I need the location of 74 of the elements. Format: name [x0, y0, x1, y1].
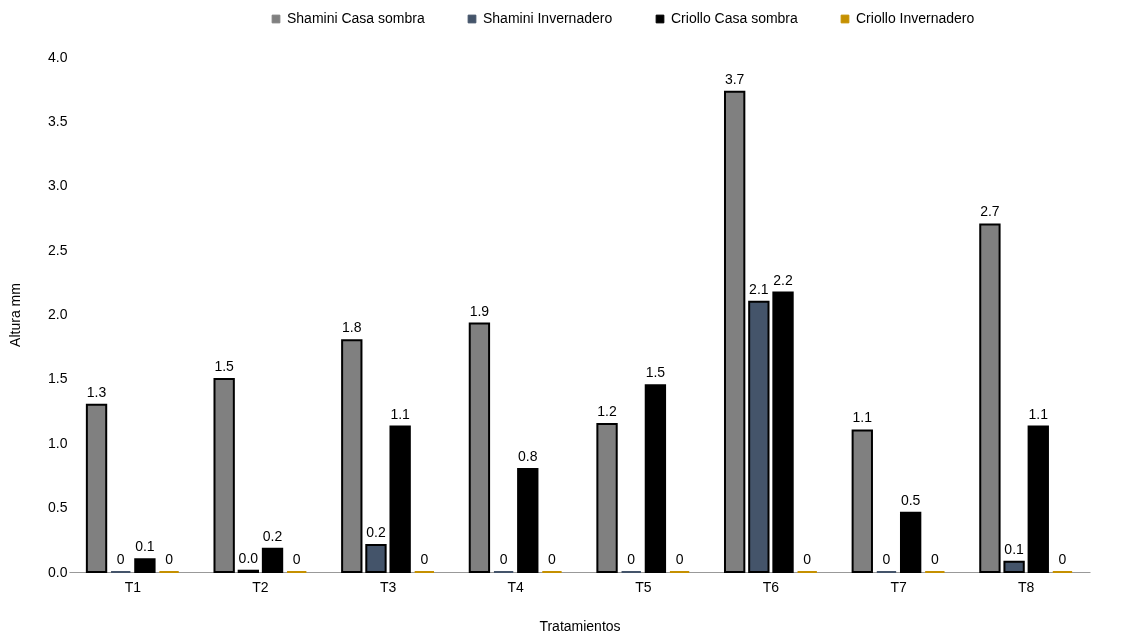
- data-label: 2.7: [980, 203, 1000, 220]
- bar: [979, 223, 1001, 573]
- data-label: 0.2: [262, 527, 283, 544]
- bar: [134, 558, 156, 573]
- data-label: 0.1: [135, 538, 155, 555]
- data-label: 0: [882, 551, 891, 567]
- data-label: 1.1: [852, 409, 873, 426]
- y-tick-label: 4.0: [48, 48, 68, 65]
- bar: [261, 547, 284, 573]
- data-label: 2.1: [749, 280, 769, 297]
- legend-label: Criollo Invernadero: [856, 10, 975, 26]
- bar: [899, 511, 922, 573]
- data-label: 1.3: [86, 383, 107, 400]
- bar: [389, 425, 411, 573]
- x-tick-label: T3: [379, 578, 397, 595]
- bar: [1027, 425, 1049, 573]
- x-tick-label: T8: [1018, 578, 1035, 595]
- data-label: 1.1: [390, 405, 411, 422]
- data-label: 2.2: [773, 271, 793, 288]
- data-label: 0: [292, 551, 301, 567]
- legend-label: Shamini Invernadero: [483, 10, 613, 26]
- data-label: 0: [548, 551, 557, 567]
- data-label: 1.9: [469, 302, 490, 319]
- data-label: 0: [420, 551, 429, 567]
- data-label: 0.8: [518, 448, 538, 464]
- data-label: 1.5: [214, 357, 235, 374]
- x-axis-title: Tratamientos: [539, 617, 621, 634]
- data-label: 1.2: [597, 402, 617, 419]
- bar: [772, 291, 794, 573]
- bar: [468, 322, 491, 573]
- data-label: 0: [930, 551, 939, 567]
- y-tick-label: 2.0: [48, 306, 68, 322]
- x-tick-label: T4: [507, 578, 525, 595]
- x-tick-label: T5: [635, 578, 652, 595]
- data-label: 1.1: [1028, 405, 1049, 422]
- legend-label: Criollo Casa sombra: [671, 10, 799, 26]
- data-label: 0: [165, 551, 174, 567]
- x-tick-label: T1: [124, 578, 142, 595]
- y-tick-label: 0.5: [48, 499, 68, 516]
- data-label: 0: [116, 551, 125, 567]
- bar: [341, 339, 363, 573]
- y-axis-title: Altura mm: [7, 283, 24, 347]
- bar: [517, 468, 539, 573]
- bar: [213, 377, 235, 573]
- x-tick-label: T2: [252, 578, 269, 595]
- bar: [365, 543, 387, 573]
- bar: [723, 90, 746, 573]
- bar: [85, 403, 108, 573]
- data-label: 0.5: [900, 491, 921, 508]
- data-label: 0: [627, 551, 636, 567]
- bar: [851, 429, 873, 573]
- legend-label: Shamini Casa sombra: [287, 10, 425, 26]
- y-tick-label: 0.0: [48, 563, 68, 580]
- bar: [1003, 560, 1025, 573]
- data-label: 0: [803, 551, 812, 567]
- y-tick-label: 3.5: [48, 112, 68, 129]
- data-label: 0.0: [238, 549, 259, 566]
- x-tick-label: T6: [762, 578, 780, 595]
- data-label: 1.8: [342, 319, 362, 336]
- data-label: 0: [499, 551, 508, 567]
- y-tick-label: 1.5: [48, 370, 68, 387]
- y-tick-label: 1.0: [48, 434, 68, 451]
- y-tick-label: 2.5: [48, 241, 68, 258]
- data-label: 1.5: [645, 364, 666, 381]
- y-tick-label: 3.0: [48, 177, 68, 194]
- bar: [748, 300, 770, 573]
- data-label: 3.7: [724, 70, 745, 87]
- bar: [644, 384, 667, 573]
- data-label: 0: [675, 551, 684, 567]
- bar: [596, 422, 618, 573]
- data-label: 0: [1058, 551, 1067, 567]
- x-tick-label: T7: [890, 578, 907, 595]
- data-label: 0.2: [366, 523, 386, 540]
- data-label: 0.1: [1004, 540, 1025, 557]
